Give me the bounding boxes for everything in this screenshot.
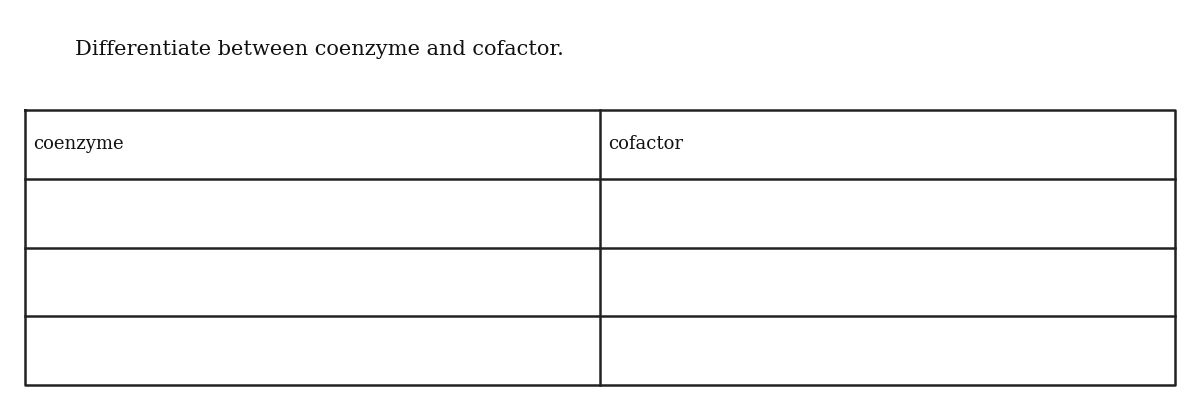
- Text: Differentiate between coenzyme and cofactor.: Differentiate between coenzyme and cofac…: [74, 40, 564, 59]
- Text: cofactor: cofactor: [608, 135, 683, 153]
- Text: coenzyme: coenzyme: [34, 135, 124, 153]
